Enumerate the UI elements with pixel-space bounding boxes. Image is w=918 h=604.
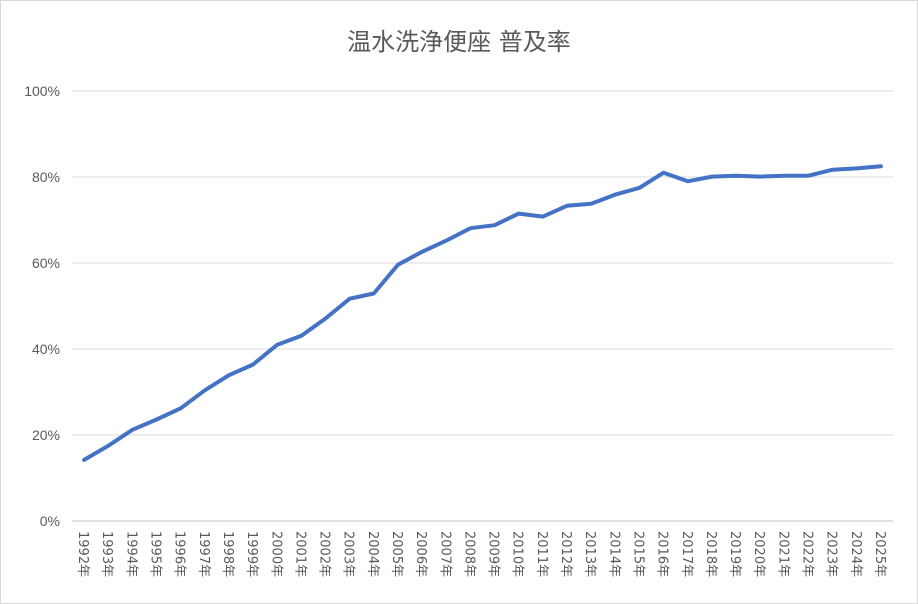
series-line bbox=[82, 164, 883, 462]
x-tick-label: 2003年 bbox=[341, 531, 356, 577]
x-tick-label: 2016年 bbox=[655, 531, 670, 577]
x-tick-label: 2024年 bbox=[848, 531, 863, 577]
chart-title: 温水洗浄便座 普及率 bbox=[347, 28, 571, 56]
x-tick-label: 2021年 bbox=[775, 531, 790, 577]
x-tick-label: 2019年 bbox=[727, 531, 742, 577]
x-tick-label: 1998年 bbox=[220, 531, 235, 577]
x-tick-label: 2015年 bbox=[630, 531, 645, 577]
x-axis-ticks: 1992年 1993年 1994年 1995年 1996年 1997年 1998年 1999年… bbox=[75, 531, 887, 577]
y-tick-label: 0% bbox=[40, 513, 60, 529]
x-tick-label: 2023年 bbox=[824, 531, 839, 577]
x-tick-label: 2000年 bbox=[268, 531, 283, 577]
x-tick-label: 2020年 bbox=[751, 531, 766, 577]
x-tick-label: 2007年 bbox=[437, 531, 452, 577]
x-tick-label: 1999年 bbox=[244, 531, 259, 577]
x-tick-label: 1995年 bbox=[148, 531, 163, 577]
x-tick-label: 2010年 bbox=[510, 531, 525, 577]
y-tick-label: 80% bbox=[32, 169, 60, 185]
x-tick-label: 2025年 bbox=[872, 531, 887, 577]
x-tick-label: 2011年 bbox=[534, 531, 549, 577]
y-tick-label: 100% bbox=[24, 83, 60, 99]
x-tick-label: 2018年 bbox=[703, 531, 718, 577]
x-tick-label: 2005年 bbox=[389, 531, 404, 577]
x-tick-label: 1996年 bbox=[172, 531, 187, 577]
x-tick-label: 2014年 bbox=[606, 531, 621, 577]
x-tick-label: 2012年 bbox=[558, 531, 573, 577]
x-tick-label: 2013年 bbox=[582, 531, 597, 577]
x-tick-label: 2002年 bbox=[317, 531, 332, 577]
y-tick-label: 60% bbox=[32, 255, 60, 271]
x-tick-label: 2017年 bbox=[679, 531, 694, 577]
y-tick-label: 20% bbox=[32, 427, 60, 443]
x-tick-label: 2001年 bbox=[292, 531, 307, 577]
x-tick-label: 2008年 bbox=[461, 531, 476, 577]
x-tick-label: 1992年 bbox=[75, 531, 90, 577]
x-tick-label: 2022年 bbox=[799, 531, 814, 577]
x-tick-label: 2009年 bbox=[486, 531, 501, 577]
y-tick-label: 40% bbox=[32, 341, 60, 357]
gridlines bbox=[72, 90, 893, 522]
x-tick-label: 2004年 bbox=[365, 531, 380, 577]
series-lines bbox=[82, 164, 883, 462]
x-tick-label: 1997年 bbox=[196, 531, 211, 577]
x-tick-label: 1993年 bbox=[99, 531, 114, 577]
x-tick-label: 2006年 bbox=[413, 531, 428, 577]
y-axis-ticks: 0% 20% 40% 60% 80% 100% bbox=[24, 83, 60, 529]
x-tick-label: 1994年 bbox=[123, 531, 138, 577]
